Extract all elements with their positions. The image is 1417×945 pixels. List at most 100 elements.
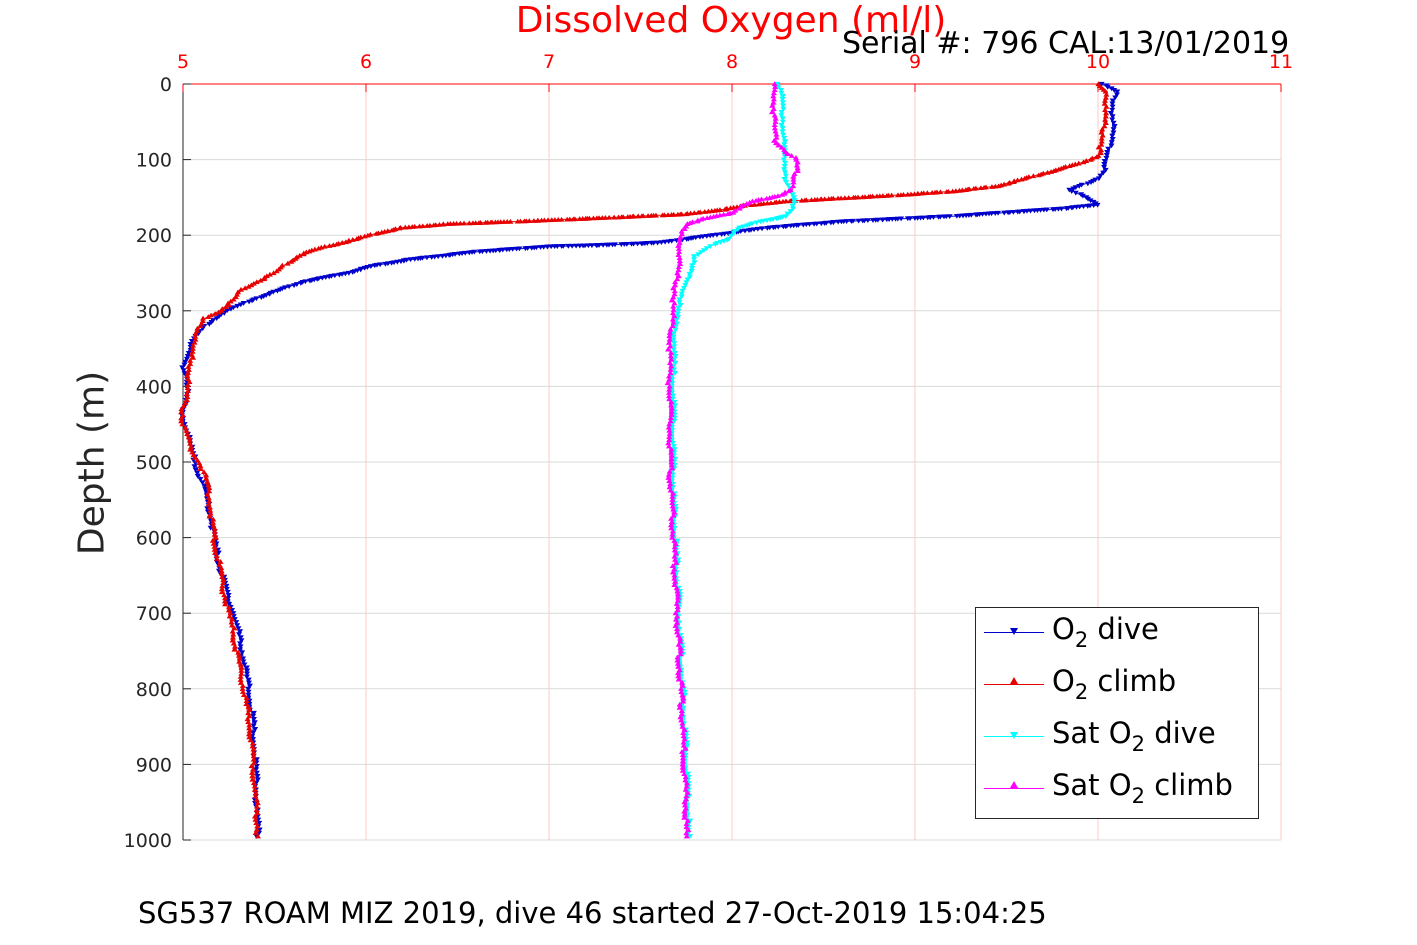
data-point	[785, 183, 792, 189]
data-point	[238, 667, 245, 673]
data-point	[785, 188, 792, 194]
data-point	[770, 90, 777, 96]
data-point	[677, 635, 684, 641]
data-point	[680, 742, 687, 748]
data-point	[396, 225, 403, 231]
data-point	[249, 740, 256, 746]
data-point	[705, 208, 712, 214]
data-point	[784, 151, 791, 157]
data-point	[770, 99, 777, 105]
data-point	[184, 397, 191, 403]
data-point	[668, 402, 675, 408]
data-point	[691, 260, 698, 266]
data-point	[378, 229, 385, 235]
data-point	[240, 692, 247, 697]
data-point	[361, 233, 368, 239]
data-point	[254, 774, 261, 779]
data-point	[746, 199, 753, 205]
data-point	[668, 374, 675, 380]
y-tick-label: 800	[136, 679, 172, 701]
data-point	[237, 635, 244, 641]
data-point	[635, 213, 642, 219]
data-point	[676, 249, 683, 254]
data-point	[251, 813, 258, 819]
data-point	[253, 820, 260, 826]
data-point	[251, 720, 258, 726]
data-point	[249, 743, 256, 749]
data-point	[218, 308, 225, 313]
data-point	[865, 194, 872, 199]
data-point	[808, 197, 815, 203]
data-point	[424, 223, 431, 228]
data-point	[773, 134, 780, 140]
data-point	[681, 799, 688, 805]
data-point	[235, 626, 242, 632]
data-point	[904, 216, 911, 222]
data-point	[879, 217, 886, 223]
data-point	[194, 325, 201, 331]
data-point	[703, 246, 710, 252]
data-point	[894, 192, 901, 198]
data-point	[534, 217, 541, 223]
data-point	[782, 173, 789, 179]
data-point	[564, 216, 571, 222]
data-point	[243, 674, 250, 680]
data-point	[245, 680, 252, 686]
data-point	[466, 250, 473, 256]
data-point	[685, 827, 692, 833]
data-point	[680, 286, 687, 291]
data-point	[670, 347, 677, 353]
data-point	[667, 343, 674, 349]
data-point	[666, 421, 673, 427]
data-point	[291, 283, 298, 289]
data-point	[679, 752, 686, 758]
data-point	[600, 242, 607, 248]
chart-title: Dissolved Oxygen (ml/l)	[515, 0, 947, 41]
data-point	[671, 400, 678, 405]
data-point	[221, 592, 228, 598]
data-point	[669, 503, 676, 509]
data-point	[675, 305, 682, 311]
data-point	[825, 196, 832, 201]
data-point	[667, 360, 674, 365]
data-point	[677, 714, 684, 720]
data-point	[679, 288, 686, 294]
data-point	[794, 165, 801, 171]
data-point	[190, 342, 197, 348]
data-point	[673, 318, 680, 324]
data-point	[254, 823, 261, 829]
data-point	[233, 620, 240, 625]
data-point	[767, 200, 774, 205]
data-point	[678, 689, 685, 695]
data-point	[679, 758, 686, 764]
x-tick-label: 10	[1086, 51, 1110, 73]
data-point	[772, 128, 779, 134]
data-point	[186, 437, 193, 443]
data-point	[779, 97, 786, 102]
data-point	[250, 716, 257, 722]
data-point	[665, 212, 672, 218]
data-point	[1070, 186, 1077, 192]
data-point	[669, 428, 676, 434]
data-point	[192, 330, 199, 336]
data-point	[728, 233, 735, 239]
data-point	[672, 360, 679, 366]
data-point	[683, 280, 690, 286]
data-point	[218, 568, 225, 573]
data-point	[675, 673, 682, 679]
data-point	[668, 363, 675, 369]
data-point	[1020, 209, 1027, 215]
data-point	[684, 778, 691, 783]
data-point	[675, 594, 682, 600]
data-point	[205, 481, 212, 487]
data-point	[1050, 207, 1057, 213]
data-point	[430, 222, 437, 228]
data-point	[700, 248, 707, 254]
data-point	[674, 597, 681, 603]
data-point	[530, 218, 537, 223]
data-point	[461, 220, 468, 226]
data-point	[671, 447, 678, 453]
data-point	[183, 427, 190, 433]
data-point	[1095, 176, 1102, 182]
